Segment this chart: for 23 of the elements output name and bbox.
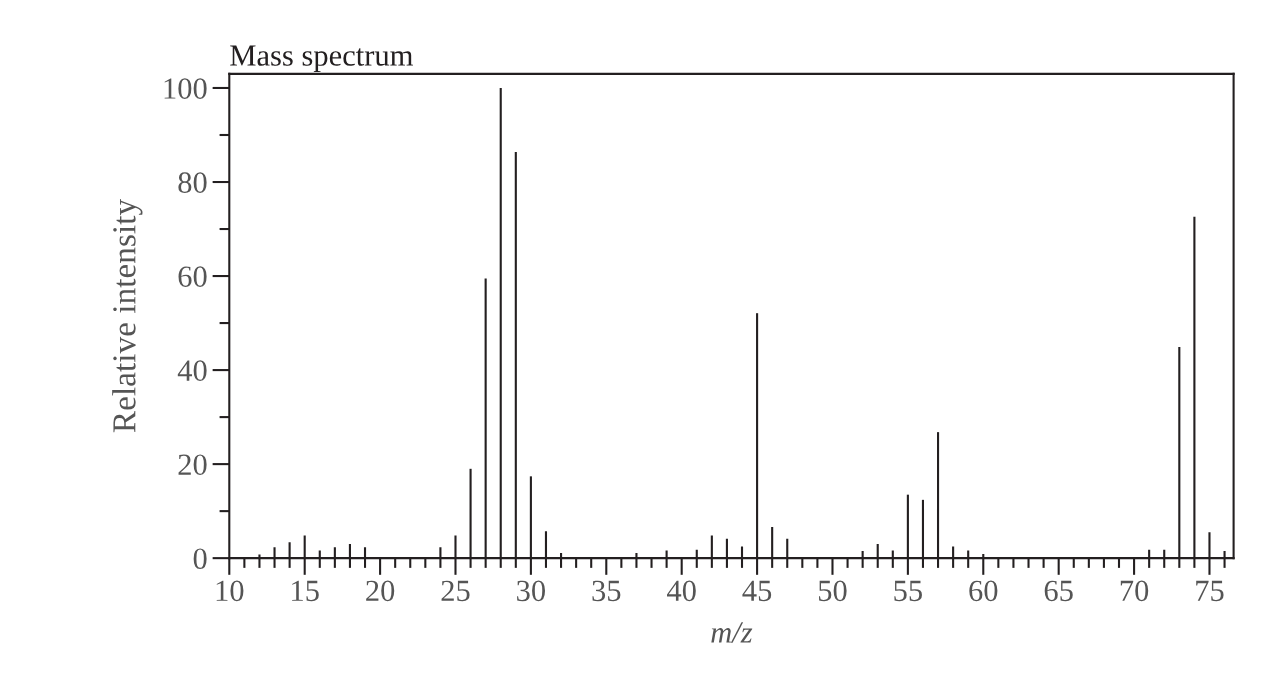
x-tick-label: 30 <box>517 580 545 602</box>
y-tick-label: 0 <box>193 548 207 570</box>
y-tick-label: 60 <box>178 266 207 287</box>
x-tick-label: 60 <box>969 580 998 602</box>
x-tick-label: 20 <box>366 580 395 602</box>
x-tick-label: 75 <box>1196 580 1224 602</box>
y-tick-label: 100 <box>164 78 207 99</box>
y-axis-title: Relative intensity <box>112 199 143 433</box>
x-tick-label: 70 <box>1120 580 1149 602</box>
x-tick-label: 10 <box>216 580 244 602</box>
chart-title: Mass spectrum <box>230 45 413 73</box>
x-tick-label: 45 <box>742 580 772 602</box>
x-axis-title: m/z <box>711 622 753 643</box>
y-tick-label: 20 <box>178 454 207 476</box>
x-tick-label: 15 <box>292 580 319 602</box>
x-tick-label: 50 <box>818 580 847 602</box>
x-tick-label: 25 <box>441 580 470 602</box>
y-tick-label: 40 <box>177 360 207 381</box>
x-tick-label: 65 <box>1044 580 1073 602</box>
x-tick-label: 55 <box>894 580 922 602</box>
x-tick-label: 40 <box>667 580 696 602</box>
y-tick-label: 80 <box>178 172 207 193</box>
x-tick-label: 35 <box>592 580 621 602</box>
